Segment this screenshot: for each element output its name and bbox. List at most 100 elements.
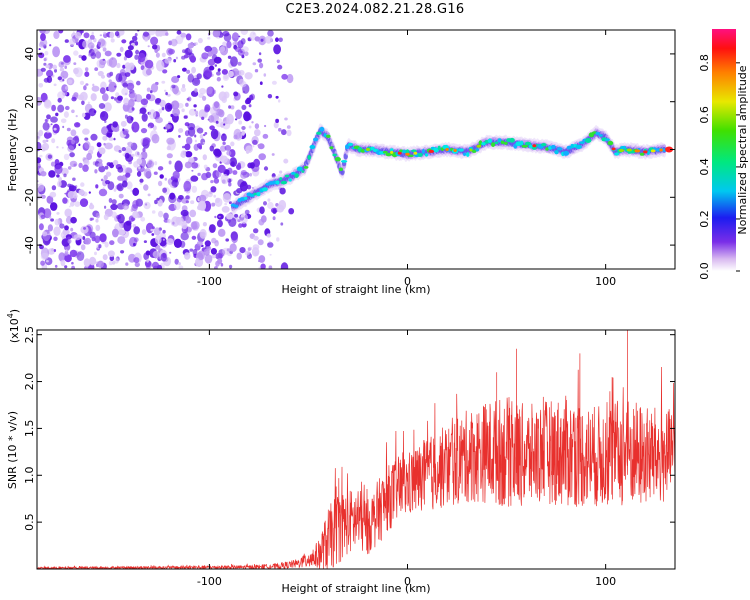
spectrogram-noise-dot [186, 97, 190, 101]
spectrogram-noise-dot [102, 135, 108, 141]
spectrogram-noise-dot [281, 73, 288, 80]
ridge-core-blob [290, 171, 296, 175]
spectrogram-noise-dot [272, 208, 277, 214]
spectrogram-noise-dot [54, 264, 58, 268]
spectrogram-noise-dot [203, 164, 208, 169]
spectrogram-noise-dot [47, 248, 56, 255]
spectrogram-noise-dot [150, 36, 159, 46]
spectrogram-noise-dot [51, 185, 57, 191]
ridge-hotspot [390, 150, 394, 154]
spectrogram-noise-dot [117, 166, 124, 173]
ridge-core-blob [275, 180, 280, 185]
y-multiplier-base: (x10 [8, 318, 21, 343]
spectrogram-noise-dot [133, 226, 140, 235]
spectrogram-noise-dot [180, 32, 187, 38]
ridge-core-blob [620, 145, 627, 150]
spectrogram-noise-dot [226, 213, 234, 220]
ridge-core-blob [326, 134, 331, 138]
spectrogram-noise-dot [252, 145, 255, 148]
spectrogram-noise-dot [62, 197, 68, 204]
spectrogram-noise-dot [44, 50, 49, 56]
spectrogram-noise-dot [253, 158, 260, 168]
spectrogram-noise-dot [283, 158, 289, 164]
spectrogram-noise-dot [53, 226, 61, 236]
spectrogram-noise-dot [187, 231, 191, 235]
spectrogram-noise-dot [194, 134, 197, 138]
spectrogram-noise-dot [258, 52, 262, 56]
ridge-core-blob [272, 180, 277, 185]
spectrogram-noise-dot [218, 215, 221, 218]
spectrogram-noise-dot [263, 166, 269, 171]
spectrogram-noise-dot [258, 266, 261, 269]
top-y-tick-label: 40 [23, 47, 36, 61]
spectrogram-noise-dot [228, 149, 236, 158]
spectrogram-noise-dot [212, 163, 218, 169]
spectrogram-noise-dot [57, 76, 62, 81]
spectrogram-noise-dot [62, 75, 65, 78]
spectrogram-noise-dot [232, 42, 237, 46]
spectrogram-noise-dot [168, 48, 175, 55]
spectrogram-noise-dot [51, 104, 56, 112]
spectrogram-noise-dot [278, 127, 282, 132]
spectrogram-noise-dot [83, 85, 87, 91]
spectrogram-noise-dot [135, 49, 140, 55]
spectrogram-noise-dot [125, 172, 131, 178]
spectrogram-noise-dot [48, 170, 56, 178]
spectrogram-noise-dot [210, 180, 214, 184]
spectrogram-noise-dot [142, 147, 146, 152]
spectrogram-noise-dot [194, 42, 198, 46]
spectrogram-noise-dot [117, 236, 126, 245]
spectrogram-noise-dot [170, 176, 175, 181]
ridge-core-blob [646, 150, 650, 155]
spectrogram-noise-dot [199, 228, 207, 239]
spectrogram-noise-dot [198, 200, 207, 211]
spectrogram-noise-dot [122, 128, 125, 132]
spectrogram-noise-dot [148, 30, 156, 36]
spectrogram-noise-dot [212, 101, 221, 112]
ridge-core-blob [338, 167, 343, 172]
spectrogram-noise-dot [75, 115, 78, 118]
spectrogram-noise-dot [133, 242, 136, 247]
spectrogram-noise-dot [61, 146, 64, 149]
spectrogram-noise-dot [158, 210, 164, 218]
spectrogram-noise-dot [196, 240, 203, 247]
spectrogram-noise-dot [38, 52, 45, 59]
spectrogram-noise-dot [70, 227, 74, 232]
spectrogram-noise-dot [183, 115, 188, 119]
spectrogram-noise-dot [182, 145, 185, 149]
spectrogram-noise-dot [40, 67, 46, 72]
spectrogram-noise-dot [258, 153, 267, 161]
spectrogram-noise-dot [210, 248, 217, 255]
spectrogram-noise-dot [99, 111, 109, 121]
ridge-core-blob [288, 178, 292, 182]
spectrogram-noise-dot [136, 80, 141, 86]
spectrogram-noise-dot [60, 167, 69, 176]
spectrogram-noise-dot [185, 195, 190, 200]
spectrogram-noise-dot [217, 68, 221, 72]
spectrogram-noise-dot [45, 64, 50, 69]
ridge-core-blob [598, 134, 603, 137]
ridge-core-blob [316, 131, 322, 135]
spectrogram-noise-dot [58, 61, 65, 68]
spectrogram-noise-dot [123, 221, 132, 232]
spectrogram-noise-dot [194, 139, 197, 143]
spectrogram-noise-dot [164, 102, 173, 112]
spectrogram-noise-dot [103, 102, 112, 112]
ridge-hotspot [397, 151, 402, 155]
spectrogram-noise-dot [286, 125, 291, 129]
top-y-tick-group: -40 -20 0 20 40 [23, 47, 675, 254]
spectrogram-noise-dot [267, 198, 271, 202]
spectrogram-noise-dot [63, 111, 69, 118]
spectrogram-noise-dot [78, 162, 83, 169]
top-x-tick-label: 0 [404, 275, 411, 288]
ridge-hotspot [643, 150, 648, 154]
spectrogram-noise-dot [139, 182, 143, 185]
spectrogram-noise-dot [81, 30, 84, 34]
spectrogram-noise-dot [152, 44, 158, 50]
ridge-core-blob [481, 142, 486, 146]
spectrogram-noise-dot [253, 228, 259, 234]
spectrogram-noise-dot [164, 58, 172, 64]
spectrogram-noise-dot [246, 184, 252, 190]
spectrogram-noise-dot [74, 32, 82, 39]
spectrogram-noise-dot [248, 104, 252, 108]
